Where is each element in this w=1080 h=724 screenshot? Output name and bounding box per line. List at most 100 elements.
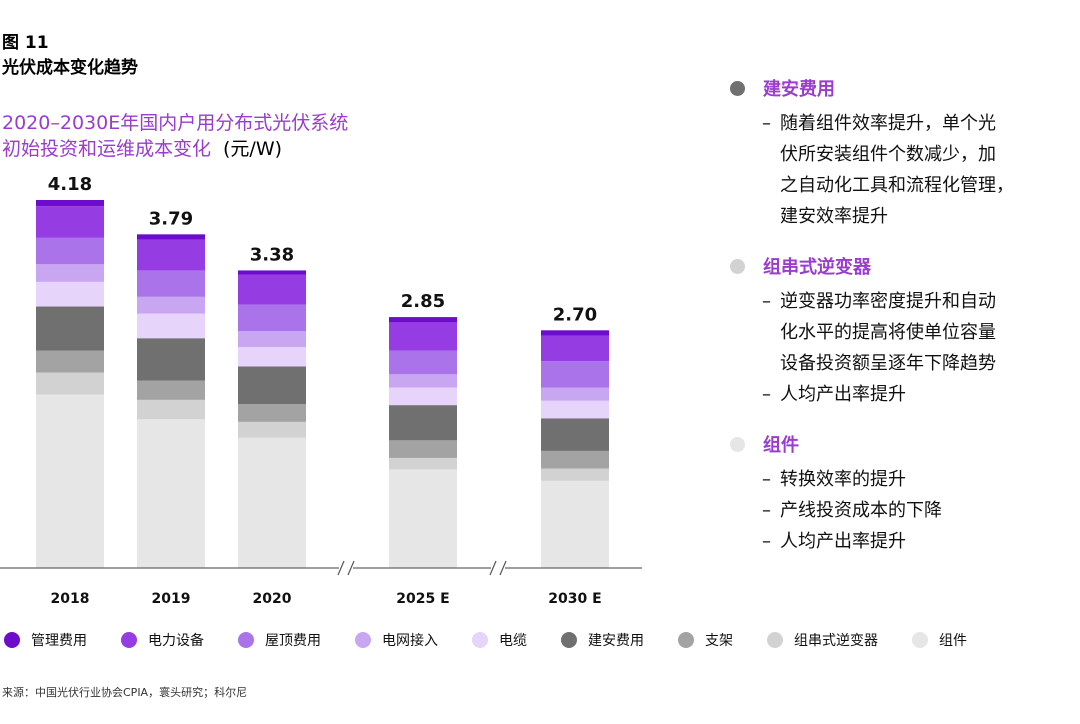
stacked-bar-chart: 4.18 2018 3.79 2019 3.38 2020 2.85 2025 E 2.70 20… [0, 174, 642, 607]
bar-segment [137, 270, 205, 297]
legend-item: 管理费用 [4, 630, 87, 650]
bar-segment [238, 366, 306, 405]
bar-segment [137, 239, 205, 271]
notes-panel: 建安费用随着组件效率提升，单个光 伏所安装组件个数减少，加 之自动化工具和流程化… [730, 74, 1075, 577]
figure-title: 光伏成本变化趋势 [2, 58, 138, 78]
chart-title-line2: 初始投资和运维成本变化 [2, 138, 212, 160]
note-heading: 组串式逆变器 [730, 252, 1075, 280]
bar-segment [137, 399, 205, 420]
bar-segment [36, 394, 104, 568]
chart-title-line1: 2020–2030E年国内户用分布式光伏系统 [2, 112, 349, 134]
x-tick-label: 2018 [51, 591, 90, 607]
bar-segment [389, 322, 457, 351]
bar-segment [541, 400, 609, 419]
bar-segment [541, 335, 609, 362]
chart-unit: (元/W) [223, 138, 283, 160]
note-items: 逆变器功率密度提升和自动 化水平的提高将使单位容量 设备投资额呈逐年下降趋势人均… [762, 286, 1075, 410]
legend-label: 电缆 [499, 633, 527, 649]
figure-number: 图 11 [2, 33, 49, 53]
bar-segment [36, 281, 104, 307]
note-items: 随着组件效率提升，单个光 伏所安装组件个数减少，加 之自动化工具和流程化管理， … [762, 108, 1075, 232]
bar-segment [137, 419, 205, 568]
legend-label: 建安费用 [588, 633, 644, 649]
bar-segment [389, 350, 457, 375]
bar-segment [36, 237, 104, 265]
legend-item: 支架 [678, 630, 733, 650]
bar-segment [541, 418, 609, 451]
x-tick-label: 2025 E [396, 591, 449, 607]
total-label: 2.70 [553, 304, 597, 325]
chart-title-line2-row: 初始投资和运维成本变化 (元/W) [2, 136, 348, 162]
note-section: 组件转换效率的提升产线投资成本的下降人均产出率提升 [730, 430, 1075, 557]
bar-segment [238, 304, 306, 332]
axis-break-mark [347, 560, 355, 576]
chart-title: 2020–2030E年国内户用分布式光伏系统 初始投资和运维成本变化 (元/W) [2, 110, 348, 162]
bar-segment [389, 374, 457, 388]
axis-break-mark [489, 560, 497, 576]
note-heading: 组件 [730, 430, 1075, 458]
bar-segment [541, 468, 609, 481]
bar-segment [389, 387, 457, 406]
bar-segment [238, 404, 306, 422]
axis-break-mark [337, 560, 345, 576]
total-label: 4.18 [48, 174, 92, 195]
legend-swatch [678, 632, 694, 648]
bar-segment [238, 437, 306, 568]
bar-segment [389, 405, 457, 441]
legend-swatch [4, 632, 20, 648]
bar-segment [238, 347, 306, 367]
bar-segment [36, 206, 104, 238]
legend-swatch [355, 632, 371, 648]
bar-segment [36, 372, 104, 395]
legend-swatch [561, 632, 577, 648]
axis-break-mark [499, 560, 507, 576]
chart-legend: 管理费用 电力设备 屋顶费用 电网接入 电缆 建安费用 支架 组串式逆变器 组件 [4, 630, 967, 650]
x-tick-label: 2019 [152, 591, 191, 607]
legend-label: 组串式逆变器 [794, 633, 878, 649]
bar-segment [238, 274, 306, 305]
bar-segment [238, 421, 306, 438]
note-heading-text: 组件 [763, 435, 799, 456]
bar-segment [541, 480, 609, 568]
total-label: 3.79 [149, 208, 193, 229]
note-bullet-dot [730, 436, 745, 452]
bar-segment [389, 317, 457, 323]
legend-item: 屋顶费用 [238, 630, 321, 650]
legend-swatch [912, 632, 928, 648]
note-item: 随着组件效率提升，单个光 伏所安装组件个数减少，加 之自动化工具和流程化管理， … [762, 108, 1075, 232]
note-heading-text: 组串式逆变器 [763, 257, 871, 278]
note-heading: 建安费用 [730, 74, 1075, 102]
legend-label: 支架 [705, 633, 733, 649]
x-tick-label: 2030 E [548, 591, 601, 607]
legend-item: 组件 [912, 630, 967, 650]
legend-item: 建安费用 [561, 630, 644, 650]
bar-segment [137, 234, 205, 240]
legend-label: 管理费用 [31, 633, 87, 649]
note-section: 建安费用随着组件效率提升，单个光 伏所安装组件个数减少，加 之自动化工具和流程化… [730, 74, 1075, 232]
bar-segment [541, 450, 609, 469]
bar-segment [389, 457, 457, 470]
legend-label: 屋顶费用 [265, 633, 321, 649]
note-item: 产线投资成本的下降 [762, 495, 1075, 526]
note-heading-text: 建安费用 [763, 79, 835, 100]
total-label: 3.38 [250, 244, 294, 265]
bar-segment [36, 350, 104, 373]
note-bullet-dot [730, 258, 745, 274]
bar-segment [541, 387, 609, 401]
bar-segment [137, 313, 205, 339]
bar-segment [541, 330, 609, 336]
bar-segment [36, 200, 104, 207]
note-item: 转换效率的提升 [762, 464, 1075, 495]
bar-segment [36, 306, 104, 351]
note-item: 人均产出率提升 [762, 526, 1075, 557]
bar-segment [137, 380, 205, 400]
bar-segment [137, 296, 205, 314]
legend-item: 电力设备 [121, 630, 204, 650]
source-note: 来源：中国光伏行业协会CPIA，寰头研究；科尔尼 [2, 686, 248, 699]
total-label: 2.85 [401, 291, 445, 312]
bar-segment [389, 440, 457, 458]
legend-item: 组串式逆变器 [767, 630, 878, 650]
note-items: 转换效率的提升产线投资成本的下降人均产出率提升 [762, 464, 1075, 557]
legend-label: 组件 [939, 633, 967, 649]
x-tick-label: 2020 [253, 591, 292, 607]
